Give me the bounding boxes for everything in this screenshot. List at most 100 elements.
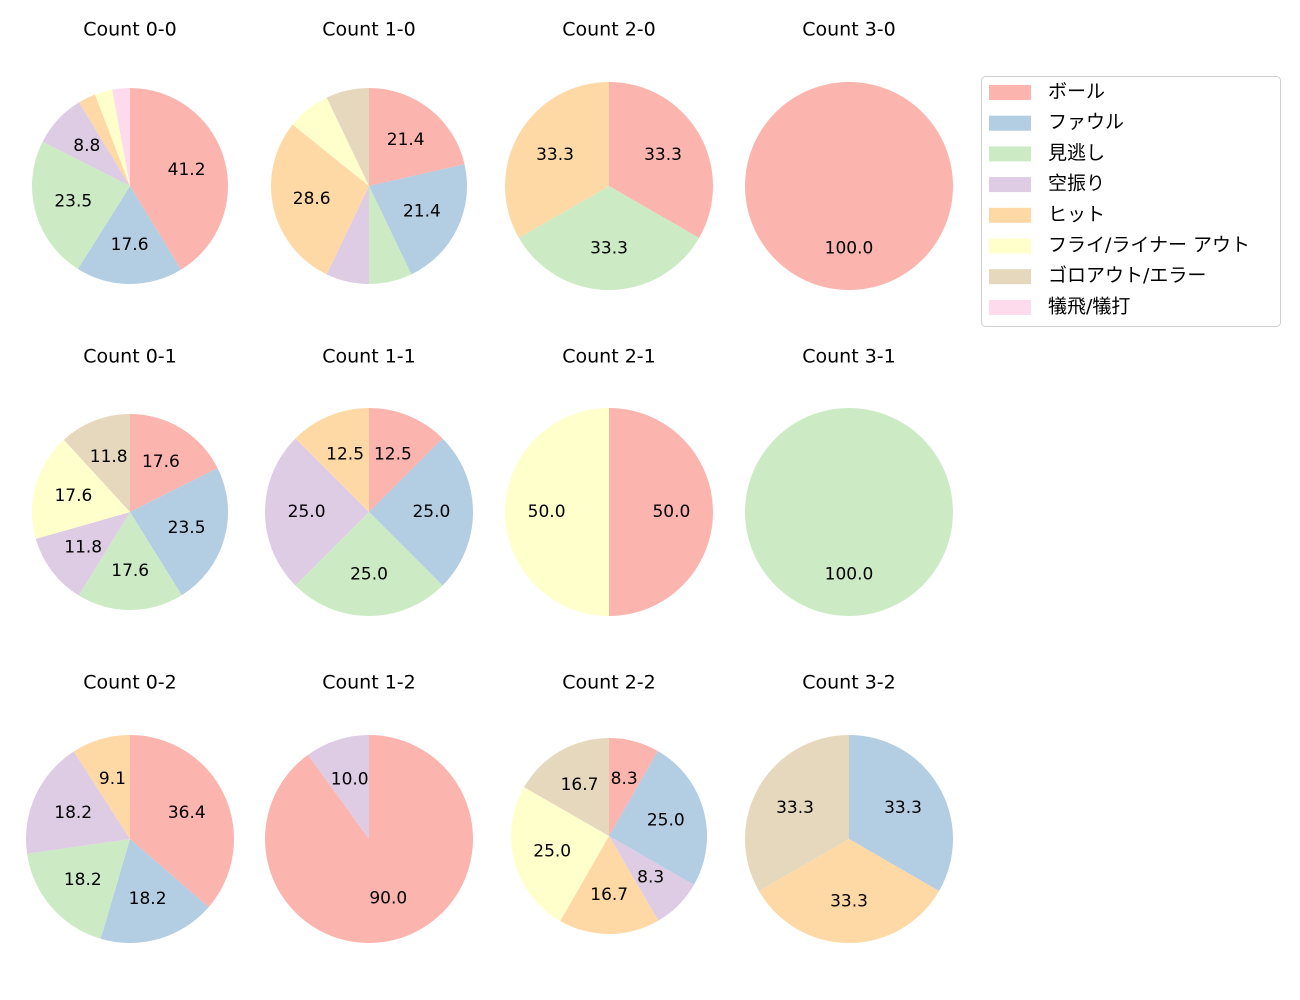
- slice-label: 41.2: [168, 160, 206, 180]
- pie-4: Count 3-0 100.0: [745, 19, 953, 290]
- legend-label: フライ/ライナー アウト: [1048, 234, 1250, 256]
- pie-1: Count 0-0 41.2 17.6 23.5 8.8: [31, 19, 228, 284]
- pie-5: Count 0-1 17.6 23.5 17.6 11.8 17.6 11.8: [31, 346, 229, 611]
- pie-title: Count 2-2: [562, 672, 656, 694]
- pie-slice: [73, 735, 130, 839]
- slice-label: 18.2: [129, 889, 167, 909]
- slice-label: 25.0: [350, 564, 388, 584]
- pie-slice: [609, 738, 658, 836]
- pie-title: Count 2-0: [562, 19, 656, 41]
- pie-slice: [264, 735, 473, 943]
- slice-label: 100.0: [825, 564, 874, 584]
- slice-label: 17.6: [142, 452, 180, 472]
- legend-swatch: [989, 269, 1031, 285]
- pie-title: Count 1-1: [322, 346, 416, 368]
- pie-slice: [326, 88, 369, 186]
- slice-label: 11.8: [64, 538, 102, 558]
- pie-slice: [369, 186, 412, 284]
- pie-slice: [609, 751, 707, 885]
- legend-item: ヒット: [989, 203, 1105, 225]
- slice-label: 12.5: [374, 444, 412, 464]
- pie-title: Count 2-1: [562, 346, 656, 368]
- pie-slice: [369, 408, 443, 512]
- pie-slice: [295, 408, 369, 512]
- pie-slice: [130, 414, 218, 512]
- legend-item: ゴロアウト/エラー: [989, 265, 1206, 287]
- pie-slice: [560, 836, 659, 934]
- pie-6: Count 1-1 12.5 25.0 25.0 25.0 12.5: [264, 346, 474, 617]
- pie-slice: [504, 82, 609, 238]
- pie-10: Count 1-2 90.0 10.0: [264, 672, 473, 943]
- slice-label: 23.5: [54, 192, 92, 212]
- pie-slice: [130, 735, 235, 908]
- pie-slice: [130, 468, 229, 596]
- pie-title: Count 1-0: [322, 19, 416, 41]
- slice-label: 90.0: [369, 888, 407, 908]
- pie-slice: [524, 738, 609, 836]
- slice-label: 8.3: [611, 769, 638, 789]
- legend-item: ファウル: [989, 111, 1124, 133]
- slice-label: 100.0: [825, 238, 874, 258]
- pie-title: Count 0-0: [83, 19, 177, 41]
- pie-slice: [369, 88, 465, 186]
- pie-slice: [270, 124, 369, 275]
- pie-slice: [609, 82, 714, 238]
- slice-label: 17.6: [111, 235, 149, 255]
- pie-title: Count 0-2: [83, 672, 177, 694]
- pie-slice: [31, 141, 130, 270]
- pie-slice: [63, 414, 131, 512]
- pie-slice: [511, 787, 609, 921]
- pie-title: Count 0-1: [83, 346, 177, 368]
- pie-11: Count 2-2 8.3 25.0 8.3 16.7 25.0 16.7: [511, 672, 707, 934]
- slice-label: 33.3: [590, 238, 628, 258]
- legend-label: 見逃し: [1048, 142, 1105, 164]
- pie-slice: [369, 438, 474, 586]
- pie-8: Count 3-1 100.0: [745, 346, 953, 616]
- pie-slice: [295, 512, 443, 617]
- legend-swatch: [989, 115, 1031, 131]
- pie-slice: [745, 408, 953, 616]
- legend-label: 犠飛/犠打: [1048, 295, 1130, 317]
- slice-label: 25.0: [412, 502, 450, 522]
- pie-slice: [27, 839, 131, 939]
- pie-slice: [326, 186, 369, 284]
- legend-item: 見逃し: [989, 142, 1105, 164]
- legend-item: フライ/ライナー アウト: [989, 234, 1250, 256]
- slice-label: 8.3: [637, 867, 664, 887]
- pie-slice: [130, 88, 228, 270]
- pie-slice: [609, 408, 713, 616]
- pie-slice: [292, 97, 369, 186]
- pie-slice: [758, 839, 940, 944]
- slice-label: 21.4: [387, 130, 425, 150]
- legend-item: ボール: [989, 81, 1105, 103]
- slice-label: 50.0: [528, 502, 566, 522]
- legend-item: 犠飛/犠打: [989, 295, 1130, 317]
- legend-label: 空振り: [1048, 173, 1105, 195]
- legend-swatch: [989, 177, 1031, 193]
- pie-slice: [100, 839, 209, 944]
- pie-slice: [78, 512, 182, 611]
- pie-title: Count 3-2: [802, 672, 896, 694]
- pie-7: Count 2-1 50.0 50.0: [505, 346, 713, 616]
- pie-slice: [609, 836, 694, 921]
- pie-3: Count 2-0 33.3 33.3 33.3: [504, 19, 714, 291]
- slice-label: 36.4: [168, 803, 206, 823]
- slice-label: 33.3: [776, 798, 814, 818]
- legend-swatch: [989, 299, 1031, 315]
- slice-label: 16.7: [561, 775, 599, 795]
- pie-slice: [31, 439, 131, 539]
- slice-label: 18.2: [64, 870, 102, 890]
- pie-slice: [77, 186, 182, 284]
- pie-slice: [112, 88, 130, 186]
- pie-slice: [42, 102, 130, 186]
- legend-label: ボール: [1048, 81, 1105, 103]
- pie-title: Count 3-1: [802, 346, 896, 368]
- pie-title: Count 3-0: [802, 19, 896, 41]
- slice-label: 21.4: [403, 202, 441, 222]
- pie-12: Count 3-2 33.3 33.3 33.3: [744, 672, 954, 944]
- slice-label: 17.6: [111, 561, 149, 581]
- slice-label: 10.0: [331, 770, 369, 790]
- slice-label: 33.3: [536, 145, 574, 165]
